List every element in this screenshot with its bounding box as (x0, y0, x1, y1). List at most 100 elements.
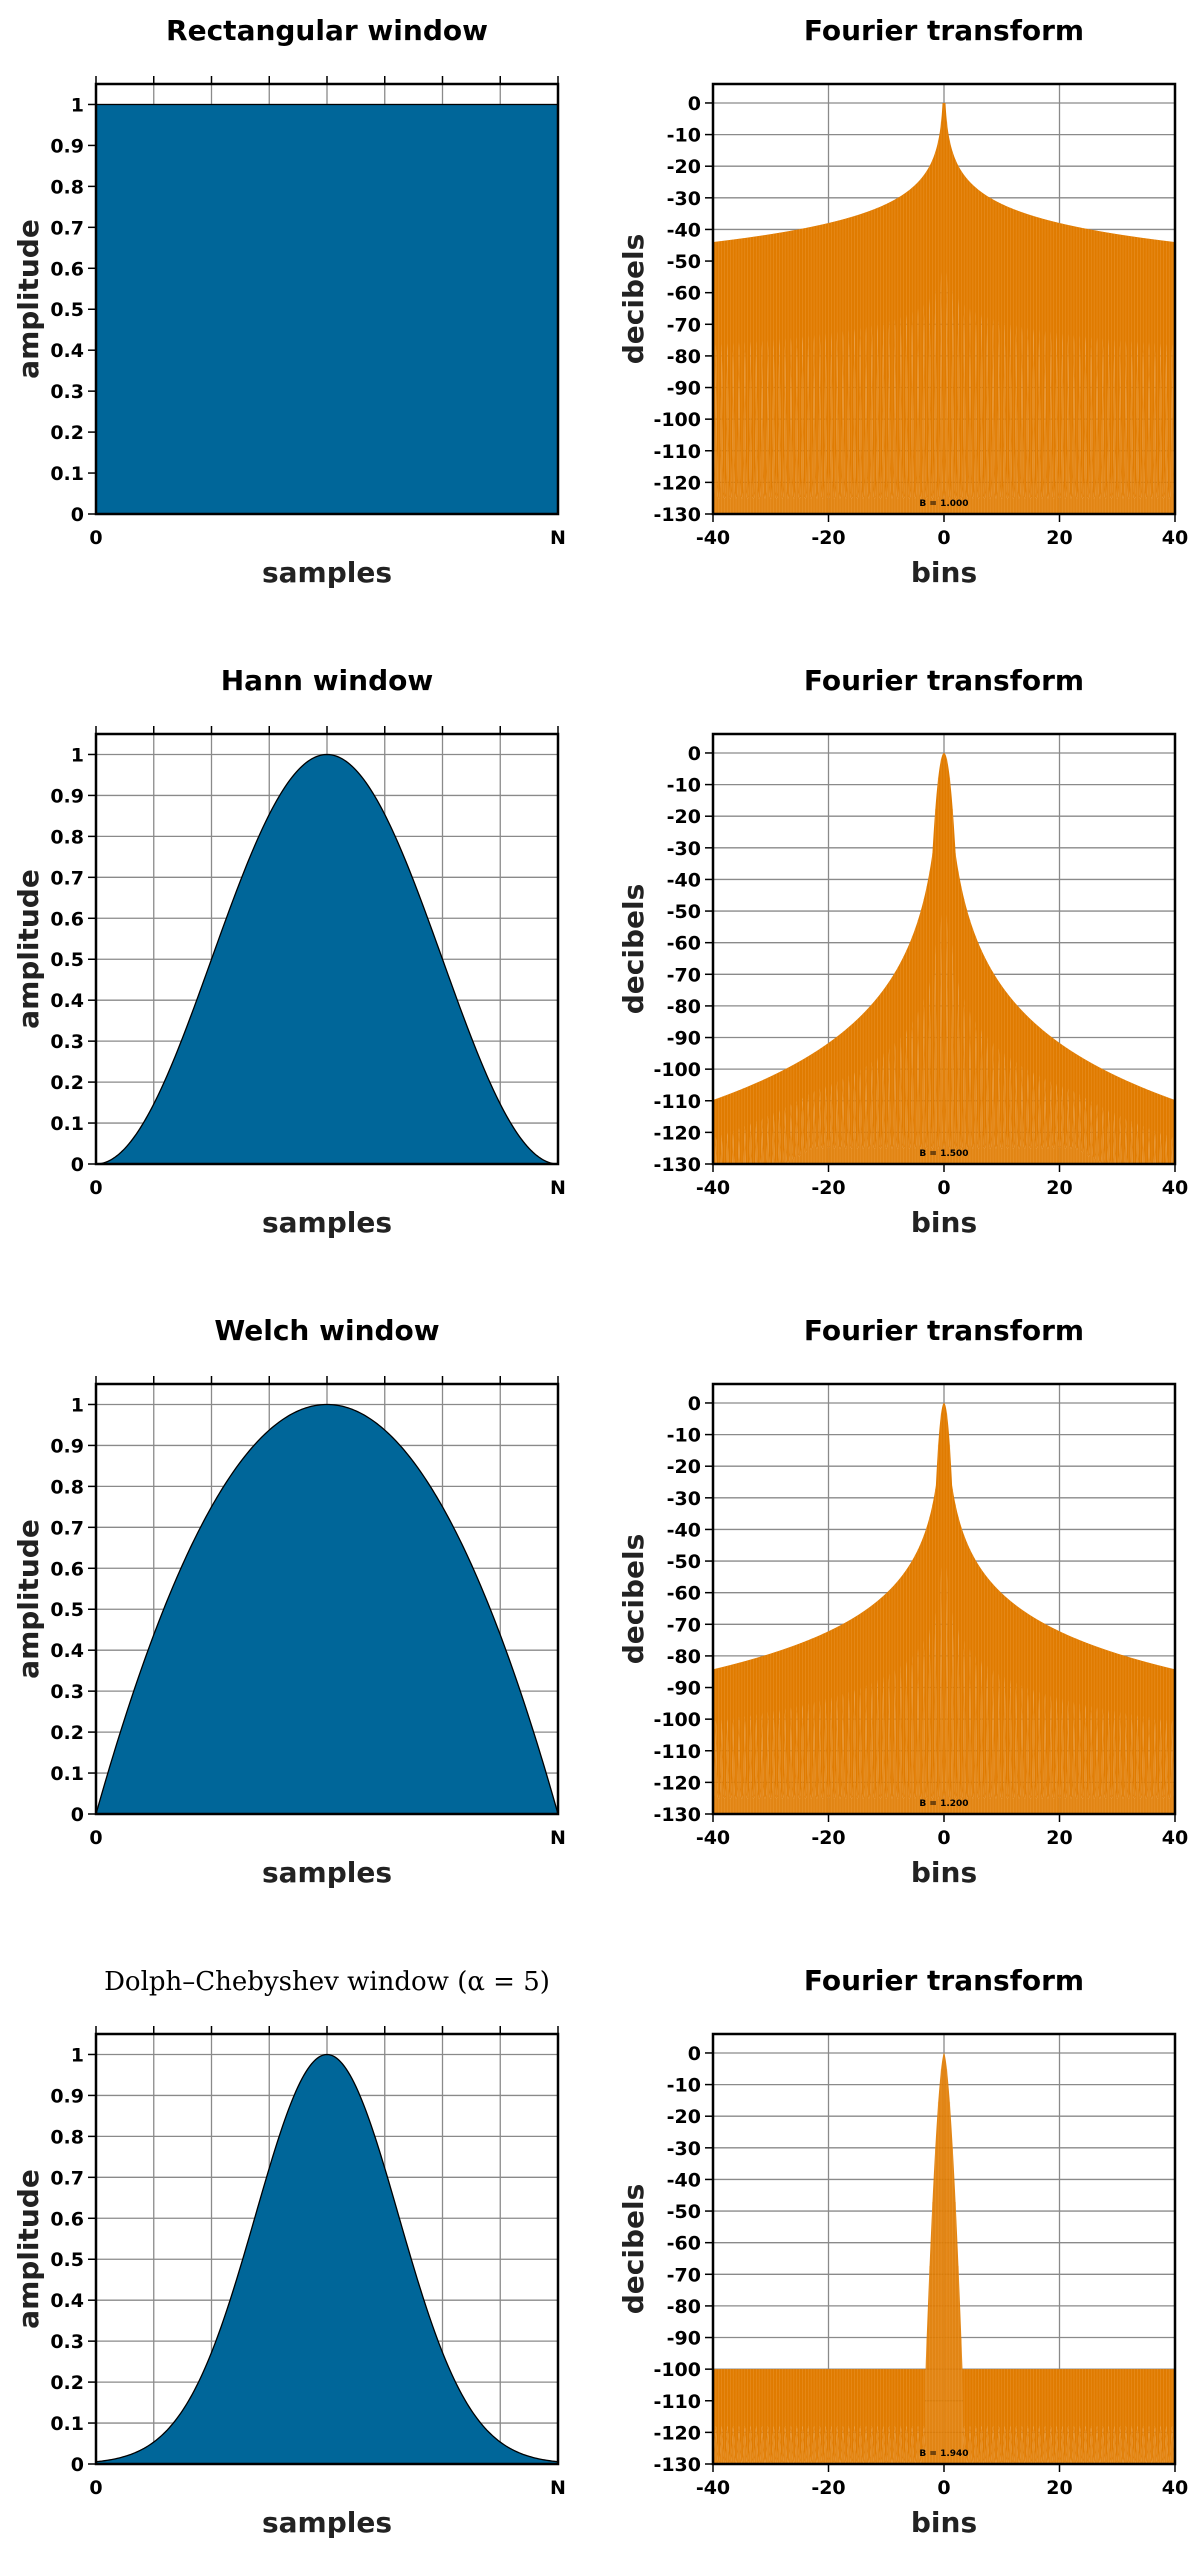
y-tick-label: -60 (667, 1583, 701, 1605)
chart-panel-3: Hann window 0 0.1 0.2 0.3 0.4 0.5 0.6 0.7 0.8 0.9 1… (12, 664, 566, 1239)
x-tick-label: -20 (811, 1177, 845, 1199)
y-tick-label: -50 (667, 251, 701, 273)
y-tick-label: 0.1 (50, 2413, 84, 2435)
x-tick-label: 0 (937, 527, 950, 549)
x-tick-label: 40 (1162, 1827, 1188, 1849)
x-axis-label: samples (262, 556, 392, 589)
chart-title: Fourier transform (804, 14, 1084, 47)
chart-title: Welch window (214, 1314, 439, 1347)
chart-panel-8: Fourier transform 0 -10 -20 -30 -40 -50 -60 -70 -… (617, 1964, 1188, 2539)
x-tick-label: -40 (696, 527, 730, 549)
y-tick-label: 0.9 (50, 785, 84, 807)
y-tick-label: -30 (667, 188, 701, 210)
y-tick-label: 0.9 (50, 1435, 84, 1457)
x-axis-label: samples (262, 2506, 392, 2539)
y-tick-label: 0.4 (50, 990, 84, 1012)
y-tick-label: 0.7 (50, 217, 84, 239)
y-tick-label: -30 (667, 1488, 701, 1510)
x-tick-label: 40 (1162, 527, 1188, 549)
y-axis-label: amplitude (12, 2169, 45, 2329)
y-tick-label: 0.6 (50, 258, 84, 280)
y-tick-label: 0 (688, 93, 701, 115)
chart-panel-2: Fourier transform 0 -10 -20 -30 -40 -50 -60 -70 -… (617, 14, 1188, 589)
y-tick-label: -40 (667, 219, 701, 241)
y-tick-label: -70 (667, 1614, 701, 1636)
y-tick-label: -80 (667, 996, 701, 1018)
y-tick-label: 0.2 (50, 1722, 84, 1744)
y-tick-label: 0.2 (50, 2372, 84, 2394)
x-axis-label: samples (262, 1856, 392, 1889)
y-tick-label: -110 (653, 441, 701, 463)
y-axis-label: amplitude (12, 869, 45, 1029)
y-tick-label: 0.2 (50, 422, 84, 444)
spectrum-sidelobes (712, 752, 1176, 1164)
x-tick-label: -40 (696, 2477, 730, 2499)
y-tick-label: -50 (667, 1551, 701, 1573)
y-tick-label: -100 (653, 1059, 701, 1081)
y-tick-label: -130 (653, 504, 701, 526)
y-tick-label: 0.3 (50, 381, 84, 403)
bandwidth-annotation: B = 1.000 (919, 499, 968, 509)
y-tick-label: -20 (667, 156, 701, 178)
y-tick-label: 0.7 (50, 867, 84, 889)
y-tick-label: -120 (653, 1122, 701, 1144)
y-tick-label: 0.9 (50, 135, 84, 157)
y-tick-label: 0.4 (50, 2290, 84, 2312)
y-tick-label: 0.5 (50, 1599, 84, 1621)
y-tick-label: 0 (71, 1154, 84, 1176)
y-tick-label: -30 (667, 838, 701, 860)
y-tick-label: -50 (667, 2201, 701, 2223)
x-tick-label: -20 (811, 527, 845, 549)
x-tick-label: 0 (937, 1177, 950, 1199)
chart-title: Rectangular window (166, 14, 488, 47)
y-tick-label: 0.3 (50, 1031, 84, 1053)
y-tick-label: -100 (653, 1709, 701, 1731)
spectrum-sidelobes (712, 1402, 1176, 1814)
window-area (95, 2053, 559, 2465)
x-tick-label: N (550, 527, 566, 549)
y-tick-label: 0 (688, 2043, 701, 2065)
x-tick-label: 20 (1046, 1827, 1072, 1849)
y-tick-label: -90 (667, 1028, 701, 1050)
y-tick-label: 0.7 (50, 1517, 84, 1539)
x-tick-label: 0 (89, 2477, 102, 2499)
y-tick-label: 0.8 (50, 1476, 84, 1498)
x-tick-label: N (550, 2477, 566, 2499)
y-tick-label: -10 (667, 1425, 701, 1447)
x-tick-label: -40 (696, 1827, 730, 1849)
y-tick-label: -10 (667, 125, 701, 147)
x-axis-label: bins (911, 1206, 977, 1239)
x-tick-label: 20 (1046, 2477, 1072, 2499)
x-tick-label: 0 (937, 2477, 950, 2499)
x-tick-label: 0 (89, 527, 102, 549)
y-tick-label: 1 (71, 744, 84, 766)
y-tick-label: -10 (667, 775, 701, 797)
y-tick-label: 0 (688, 743, 701, 765)
y-tick-label: 0.6 (50, 908, 84, 930)
y-tick-label: 0.6 (50, 2208, 84, 2230)
x-tick-label: 0 (937, 1827, 950, 1849)
x-tick-label: 20 (1046, 1177, 1072, 1199)
bandwidth-annotation: B = 1.500 (919, 1149, 968, 1159)
x-tick-label: 40 (1162, 1177, 1188, 1199)
y-tick-label: -40 (667, 2169, 701, 2191)
spectrum-sidelobes (712, 102, 1176, 514)
y-tick-label: -60 (667, 283, 701, 305)
y-tick-label: 0.8 (50, 2126, 84, 2148)
bandwidth-annotation: B = 1.940 (919, 2449, 968, 2459)
y-tick-label: 0.1 (50, 463, 84, 485)
y-tick-label: 0.8 (50, 176, 84, 198)
x-tick-label: -20 (811, 2477, 845, 2499)
y-tick-label: -90 (667, 378, 701, 400)
y-tick-label: -30 (667, 2138, 701, 2160)
y-tick-label: 0.4 (50, 340, 84, 362)
y-tick-label: -120 (653, 1772, 701, 1794)
y-tick-label: 0 (71, 504, 84, 526)
x-tick-label: 40 (1162, 2477, 1188, 2499)
y-tick-label: 0.3 (50, 1681, 84, 1703)
y-tick-label: 1 (71, 94, 84, 116)
chart-title: Fourier transform (804, 664, 1084, 697)
y-tick-label: 0.5 (50, 949, 84, 971)
y-tick-label: -130 (653, 1804, 701, 1826)
